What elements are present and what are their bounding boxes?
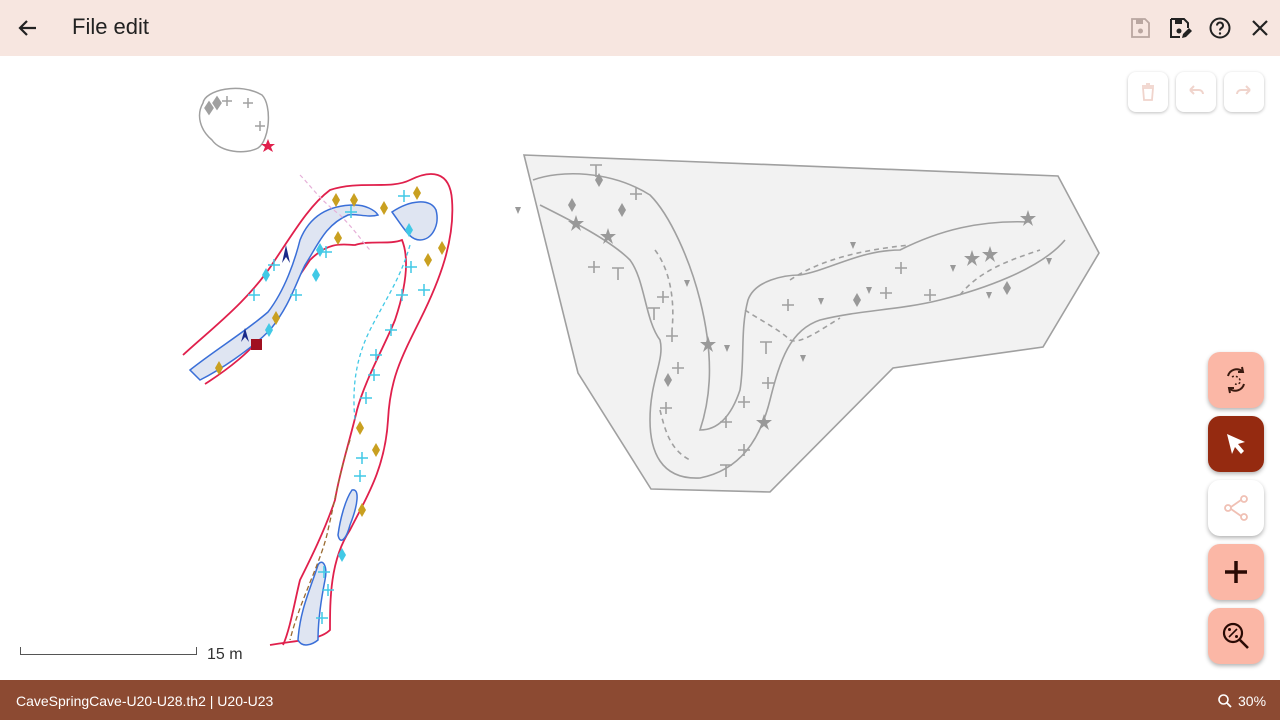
help-icon: [1209, 17, 1231, 39]
close-icon: [1252, 20, 1268, 36]
redo-button[interactable]: [1224, 72, 1264, 112]
undo-button[interactable]: [1176, 72, 1216, 112]
scrap-large-symbols[interactable]: [515, 173, 1052, 430]
zoom-icon: [1217, 693, 1233, 712]
help-button[interactable]: [1206, 14, 1234, 42]
page-title: File edit: [72, 14, 150, 39]
save-icon: [1131, 18, 1150, 38]
back-button[interactable]: [12, 12, 44, 44]
select-mode-button[interactable]: [1208, 416, 1264, 472]
undo-icon: [1189, 85, 1204, 95]
save-as-icon: [1170, 18, 1192, 38]
status-zoom-level: 30%: [1238, 693, 1267, 709]
scrap-small[interactable]: [198, 87, 270, 153]
change-scrap-button[interactable]: [1208, 352, 1264, 408]
save-button[interactable]: [1126, 14, 1154, 42]
scrap-large[interactable]: [522, 154, 1100, 493]
scale-label: 15 m: [207, 646, 243, 663]
add-element-button[interactable]: [1208, 544, 1264, 600]
scrap-symbols[interactable]: [248, 190, 430, 624]
station-star[interactable]: [261, 139, 275, 152]
arrow-back-icon: [18, 20, 36, 36]
drawing-canvas[interactable]: 15 m: [0, 56, 1280, 680]
cursor-icon: [1227, 434, 1245, 454]
scale-bar: [20, 647, 197, 655]
active-scrap[interactable]: [182, 173, 454, 646]
plus-icon: [1225, 561, 1247, 583]
status-file-label: CaveSpringCave-U20-U28.th2 | U20-U23: [16, 693, 274, 709]
redo-icon: [1236, 85, 1251, 95]
nodes-icon: [1224, 495, 1248, 521]
app-bar: File edit: [0, 0, 1280, 56]
save-as-button[interactable]: [1166, 14, 1194, 42]
status-bar: CaveSpringCave-U20-U28.th2 | U20-U23 30%: [0, 680, 1280, 720]
zoom-options-button[interactable]: [1208, 608, 1264, 664]
rotate-scrap-icon: [1227, 366, 1245, 394]
delete-icon: [1142, 83, 1154, 101]
delete-button[interactable]: [1128, 72, 1168, 112]
cave-map[interactable]: [0, 56, 1280, 680]
scrap-diamonds[interactable]: [215, 186, 446, 562]
node-edit-button[interactable]: [1208, 480, 1264, 536]
close-button[interactable]: [1246, 14, 1274, 42]
zoom-percent-icon: [1222, 622, 1249, 649]
